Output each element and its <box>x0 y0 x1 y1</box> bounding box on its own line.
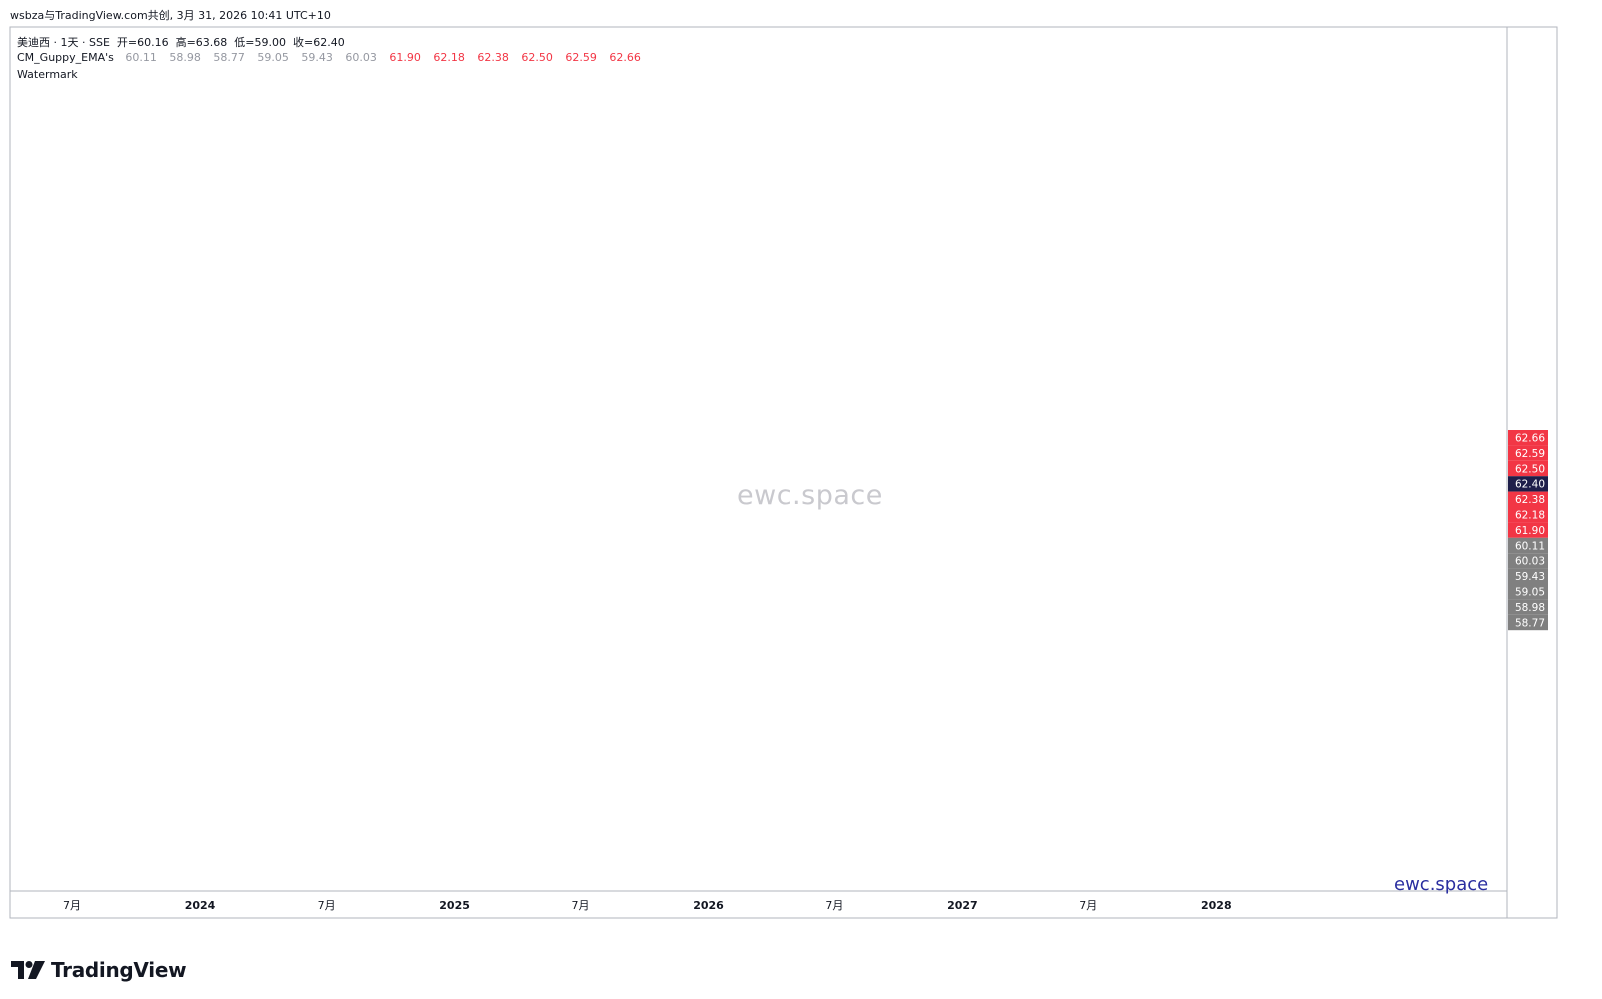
plot-area[interactable] <box>9 26 1508 892</box>
time-axis[interactable] <box>9 890 1508 919</box>
